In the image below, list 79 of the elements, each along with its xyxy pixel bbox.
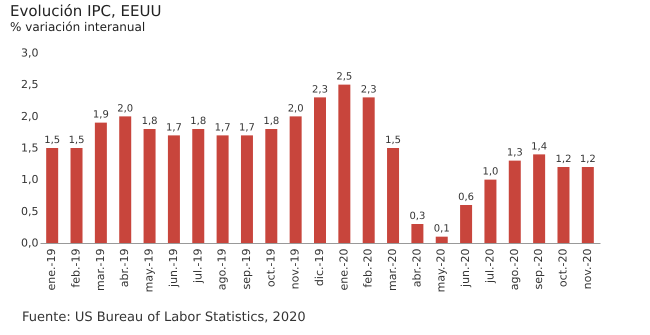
bar [411, 224, 424, 243]
chart-subtitle: % variación interanual [10, 20, 146, 34]
x-tick-label: jun.-19 [166, 248, 180, 288]
data-label: 1,5 [68, 135, 84, 146]
x-tick-label: sep.-19 [240, 248, 253, 290]
x-tick-label: jul.-20 [483, 248, 496, 284]
data-label: 0,6 [458, 192, 474, 203]
y-tick-label: 0,5 [21, 204, 38, 218]
bar [46, 148, 58, 243]
x-tick-label: feb.-20 [362, 248, 375, 288]
data-label: 1,7 [239, 122, 255, 134]
x-tick-label: dic.-19 [313, 248, 326, 286]
bar [314, 97, 326, 243]
x-tick-label: feb.-19 [70, 248, 83, 288]
bar [144, 129, 156, 243]
data-label: 1,4 [531, 141, 548, 152]
data-label: 2,0 [288, 103, 304, 114]
data-label: 1,9 [92, 110, 109, 121]
bar [557, 167, 570, 243]
data-label: 1,7 [166, 122, 182, 134]
bar [387, 148, 400, 243]
bar [192, 129, 204, 243]
x-tick-label: oct.-19 [264, 248, 278, 288]
x-tick-label: may.-19 [142, 248, 156, 292]
bar [436, 236, 448, 243]
source-note: Fuente: US Bureau of Labor Statistics, 2020 [22, 310, 307, 325]
x-tick-label: ago.-19 [216, 248, 229, 290]
bar [533, 154, 546, 243]
y-tick-label: 3,0 [21, 46, 38, 60]
y-tick-label: 2,5 [21, 78, 38, 92]
x-tick-label: abr.-20 [410, 248, 424, 288]
x-tick-label: jul.-19 [191, 248, 204, 284]
data-label: 1,2 [580, 154, 596, 165]
x-tick-label: ene.-20 [337, 248, 350, 290]
data-label: 2,3 [360, 84, 377, 96]
data-label: 2,5 [336, 72, 352, 83]
bar [508, 160, 521, 243]
x-tick-label: jun.-20 [459, 248, 472, 288]
y-tick-label: 2,0 [21, 110, 38, 123]
bar [484, 180, 496, 243]
data-label: 1,2 [556, 154, 572, 165]
data-label: 1,8 [263, 116, 280, 127]
x-tick-label: oct.-20 [556, 248, 570, 288]
data-label: 0,3 [409, 211, 426, 222]
x-tick-label: mar.-19 [94, 248, 107, 291]
data-label: 1,7 [214, 122, 231, 134]
data-label: 0,1 [434, 224, 450, 235]
data-label: 1,8 [190, 116, 206, 127]
y-tick-label: 0,0 [21, 236, 38, 250]
x-tick-label: ago.-20 [508, 248, 521, 290]
x-tick-label: abr.-19 [118, 248, 132, 288]
x-tick-label: ene.-19 [45, 248, 58, 290]
data-label: 1,8 [142, 116, 158, 127]
bar [119, 116, 132, 243]
chart-title: Evolución IPC, EEUU [10, 2, 162, 20]
bar [582, 167, 594, 243]
bar [168, 135, 180, 243]
x-tick-label: may.-20 [434, 248, 448, 292]
bar [240, 135, 253, 243]
y-tick-label: 1,5 [21, 142, 38, 154]
data-label: 1,5 [44, 135, 60, 146]
bar [290, 116, 302, 243]
data-label: 2,3 [312, 84, 328, 96]
bar [216, 135, 229, 243]
data-label: 1,5 [385, 135, 401, 146]
x-tick-label: nov.-20 [580, 248, 594, 290]
x-tick-label: mar.-20 [386, 248, 400, 291]
x-tick-label: sep.-20 [532, 248, 546, 290]
bar [362, 97, 375, 243]
data-label: 1,0 [482, 166, 498, 178]
x-tick-label: nov.-19 [288, 248, 302, 290]
bar [94, 122, 107, 243]
bar [265, 129, 278, 243]
bar [460, 205, 472, 243]
bar [70, 148, 83, 243]
y-tick-label: 1,0 [21, 173, 38, 186]
data-label: 1,3 [506, 148, 523, 159]
bar [338, 84, 350, 243]
data-label: 2,0 [117, 103, 134, 114]
